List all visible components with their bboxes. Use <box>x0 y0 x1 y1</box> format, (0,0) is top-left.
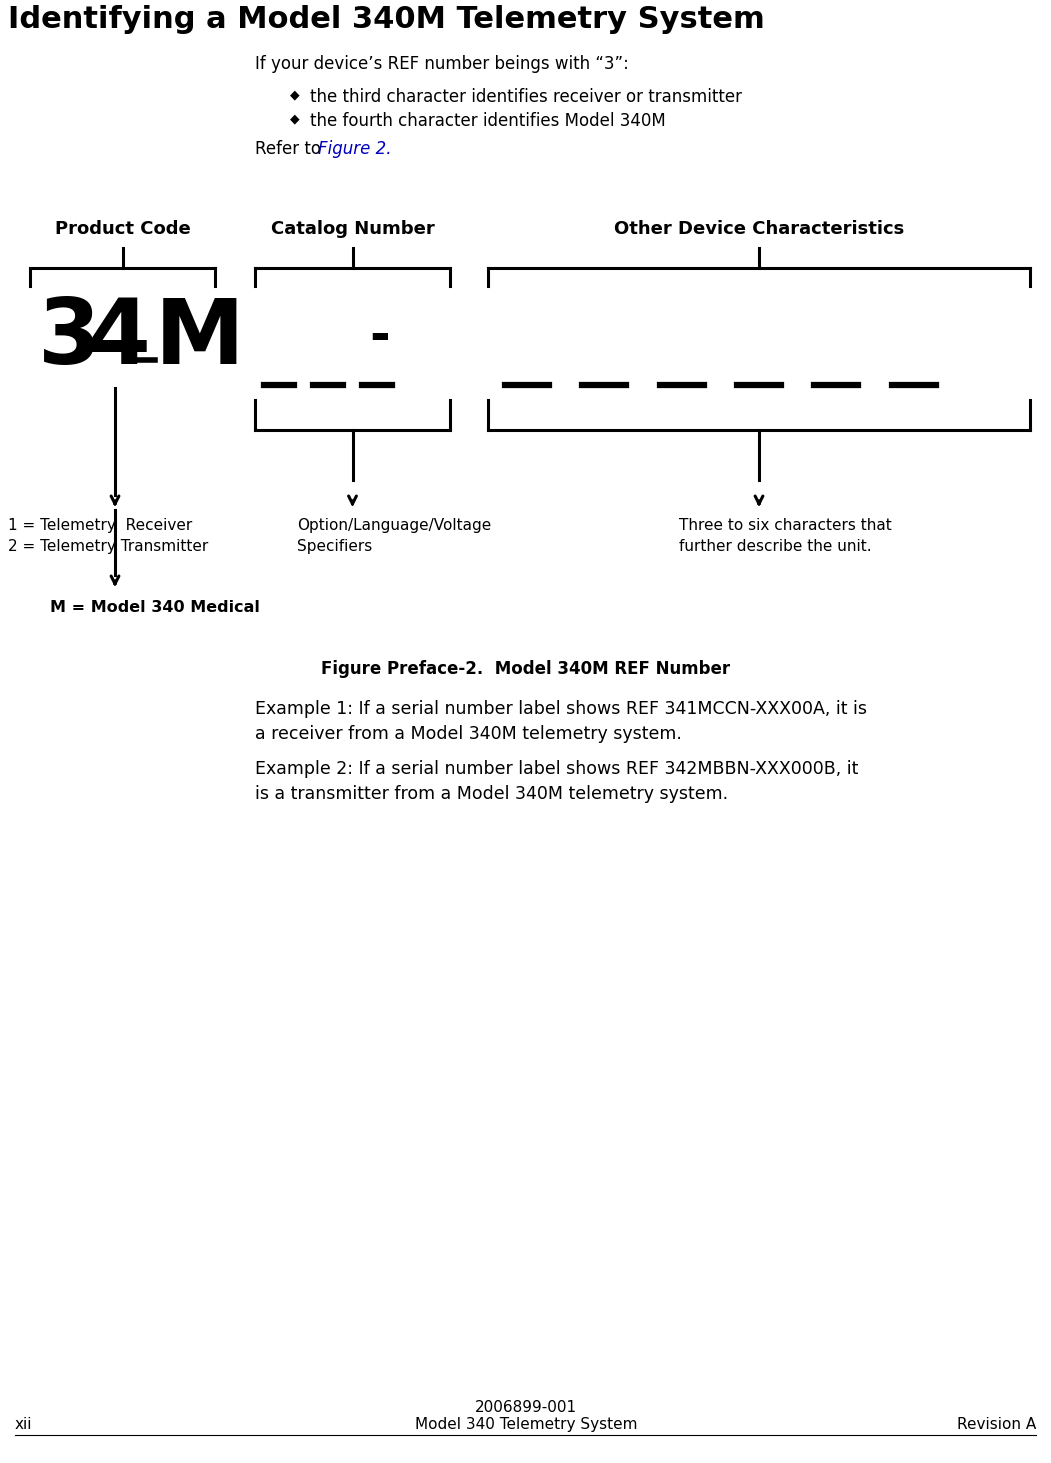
Text: Example 1: If a serial number label shows REF 341MCCN-XXX00A, it is
a receiver f: Example 1: If a serial number label show… <box>255 699 867 743</box>
Text: -: - <box>370 313 390 361</box>
Text: Identifying a Model 340M Telemetry System: Identifying a Model 340M Telemetry Syste… <box>8 4 765 34</box>
Text: Model 340 Telemetry System: Model 340 Telemetry System <box>415 1418 637 1432</box>
Text: Three to six characters that
further describe the unit.: Three to six characters that further des… <box>679 518 891 554</box>
Text: Figure 2.: Figure 2. <box>318 140 392 158</box>
Text: 2006899-001: 2006899-001 <box>475 1400 577 1415</box>
Text: M = Model 340 Medical: M = Model 340 Medical <box>50 600 260 614</box>
Text: ◆: ◆ <box>290 113 300 124</box>
Text: Revision A: Revision A <box>956 1418 1036 1432</box>
Text: 4: 4 <box>88 296 151 383</box>
Text: 1 = Telemetry  Receiver
2 = Telemetry Transmitter: 1 = Telemetry Receiver 2 = Telemetry Tra… <box>8 518 208 554</box>
Text: xii: xii <box>15 1418 33 1432</box>
Text: ◆: ◆ <box>290 88 300 101</box>
Text: Figure Preface-2.  Model 340M REF Number: Figure Preface-2. Model 340M REF Number <box>322 660 730 677</box>
Text: the fourth character identifies Model 340M: the fourth character identifies Model 34… <box>310 113 665 130</box>
Text: If your device’s REF number beings with “3”:: If your device’s REF number beings with … <box>255 56 628 73</box>
Text: Option/Language/Voltage
Specifiers: Option/Language/Voltage Specifiers <box>297 518 492 554</box>
Text: 3: 3 <box>38 296 101 383</box>
Text: Product Code: Product Code <box>55 219 190 238</box>
Text: the third character identifies receiver or transmitter: the third character identifies receiver … <box>310 88 742 105</box>
Text: Example 2: If a serial number label shows REF 342MBBN-XXX000B, it
is a transmitt: Example 2: If a serial number label show… <box>255 759 859 803</box>
Text: Other Device Characteristics: Other Device Characteristics <box>614 219 904 238</box>
Text: Refer to: Refer to <box>255 140 326 158</box>
Text: Catalog Number: Catalog Number <box>270 219 434 238</box>
Text: M: M <box>154 296 245 383</box>
